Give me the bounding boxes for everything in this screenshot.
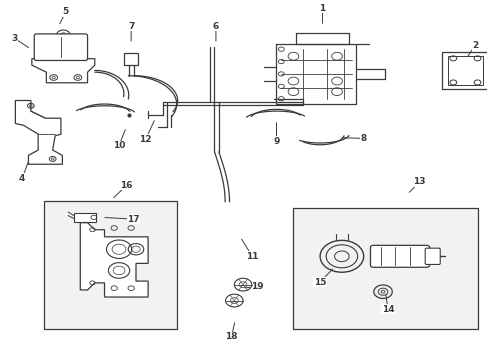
Polygon shape (32, 59, 95, 83)
Text: 10: 10 (113, 141, 125, 150)
Text: 1: 1 (319, 4, 326, 13)
Bar (294, 208, 478, 329)
Text: 8: 8 (361, 134, 367, 143)
FancyBboxPatch shape (370, 245, 430, 267)
Bar (44, 201, 177, 329)
Text: 11: 11 (246, 252, 259, 261)
Text: 14: 14 (382, 305, 394, 314)
Bar (448, 56, 483, 85)
Polygon shape (15, 100, 62, 164)
Text: 12: 12 (140, 135, 152, 144)
Text: 5: 5 (63, 8, 69, 17)
Text: 19: 19 (251, 282, 264, 291)
Text: 17: 17 (127, 215, 140, 224)
Text: 6: 6 (213, 22, 219, 31)
Text: 3: 3 (12, 34, 18, 43)
FancyBboxPatch shape (34, 34, 88, 60)
Text: 4: 4 (19, 174, 25, 183)
Bar (124, 53, 138, 65)
Bar (442, 52, 489, 89)
Text: 7: 7 (128, 22, 134, 31)
FancyBboxPatch shape (425, 248, 440, 265)
Text: 15: 15 (314, 278, 326, 287)
Text: 16: 16 (120, 181, 133, 190)
Polygon shape (80, 223, 148, 297)
Text: 13: 13 (413, 177, 426, 186)
Text: 9: 9 (273, 137, 280, 146)
Bar (74, 213, 96, 222)
Text: 2: 2 (472, 41, 478, 50)
Text: 18: 18 (225, 332, 238, 341)
